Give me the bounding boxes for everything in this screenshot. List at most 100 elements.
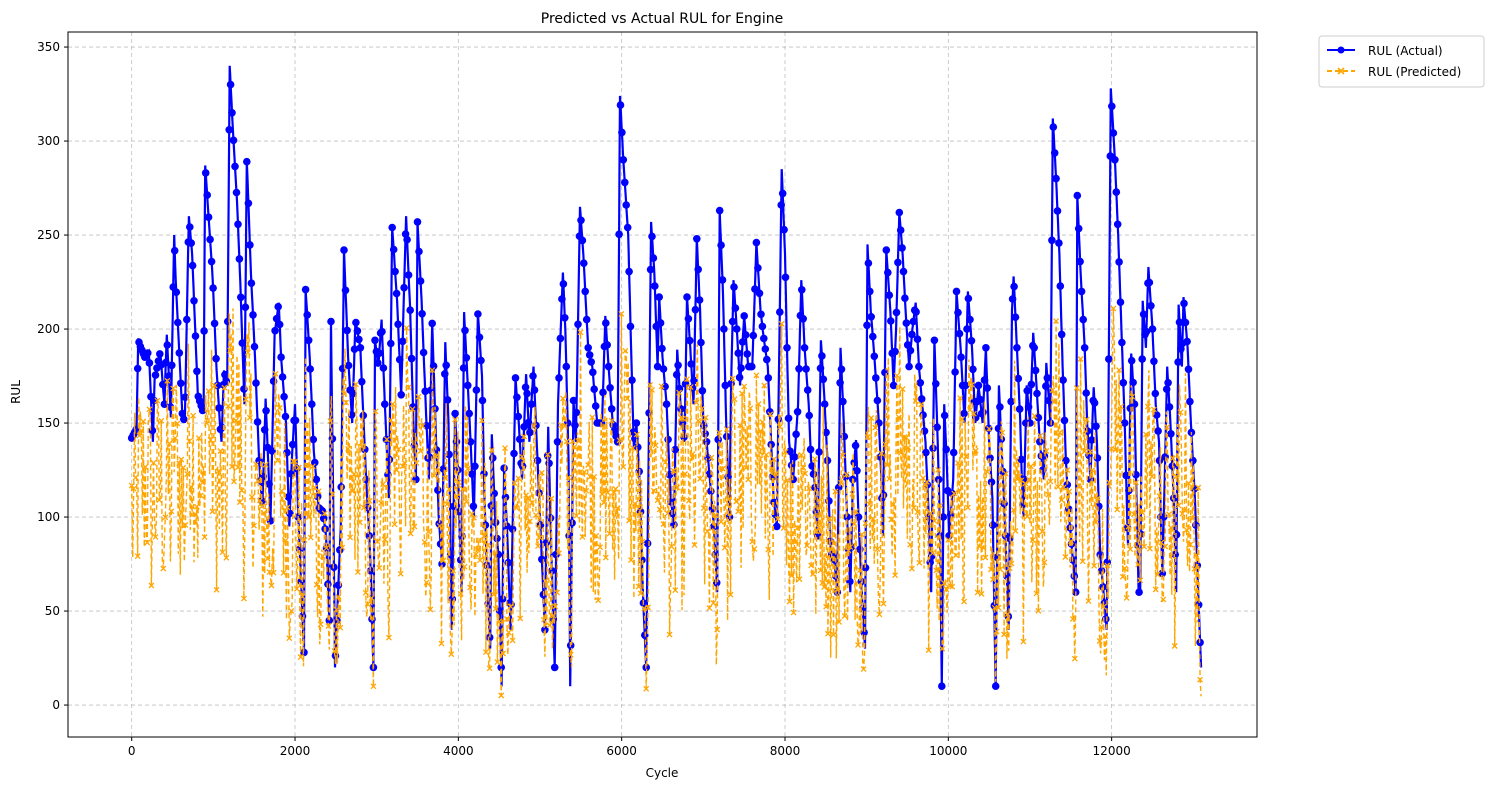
actual-point <box>530 386 539 394</box>
actual-point <box>783 344 791 352</box>
predicted-point <box>236 499 243 506</box>
actual-point <box>662 400 671 409</box>
actual-point <box>585 351 594 359</box>
actual-point <box>1162 385 1171 394</box>
actual-point <box>471 462 479 471</box>
predicted-point <box>432 453 439 460</box>
actual-point <box>761 345 770 353</box>
actual-point <box>1033 389 1041 398</box>
actual-point <box>853 467 861 475</box>
actual-point <box>749 331 758 340</box>
actual-point <box>584 344 592 352</box>
actual-point <box>175 349 184 357</box>
actual-point <box>790 453 799 461</box>
actual-point <box>249 311 257 319</box>
predicted-point <box>1137 577 1144 584</box>
predicted-point <box>937 502 944 509</box>
predicted-point <box>674 484 681 491</box>
predicted-point <box>1060 484 1067 491</box>
actual-point <box>1034 413 1043 422</box>
actual-point <box>960 409 968 418</box>
actual-point <box>867 313 875 321</box>
predicted-point <box>583 487 590 494</box>
predicted-point <box>616 437 623 444</box>
predicted-point <box>201 534 208 541</box>
predicted-point <box>184 471 191 477</box>
predicted-point <box>729 375 736 382</box>
actual-point <box>1073 191 1082 200</box>
actual-point <box>265 480 273 488</box>
predicted-point <box>345 445 352 452</box>
actual-point <box>1105 355 1113 363</box>
predicted-point <box>595 597 602 604</box>
actual-point <box>743 350 751 358</box>
actual-point <box>228 109 236 117</box>
predicted-point <box>474 547 481 553</box>
actual-point <box>889 381 898 390</box>
predicted-point <box>190 412 197 419</box>
predicted-point <box>1171 643 1178 649</box>
actual-point <box>599 388 607 397</box>
predicted-point <box>931 517 938 524</box>
actual-point <box>873 396 882 405</box>
predicted-point <box>682 471 688 477</box>
actual-point <box>1059 376 1067 384</box>
actual-point <box>395 355 404 364</box>
predicted-point <box>481 533 487 539</box>
predicted-point <box>484 542 491 549</box>
actual-point <box>341 286 350 295</box>
actual-point <box>933 423 941 432</box>
actual-point <box>691 305 700 314</box>
actual-point <box>398 337 407 346</box>
predicted-point <box>912 397 919 404</box>
predicted-point <box>221 384 228 391</box>
predicted-point <box>1127 546 1134 553</box>
actual-point <box>619 156 628 164</box>
predicted-point <box>851 521 858 528</box>
predicted-point <box>1129 393 1136 400</box>
predicted-point <box>362 589 369 596</box>
predicted-point <box>538 469 545 476</box>
predicted-point <box>847 543 854 550</box>
predicted-point <box>905 444 912 451</box>
actual-point <box>250 342 259 351</box>
predicted-point <box>1037 432 1044 439</box>
predicted-point <box>207 436 214 443</box>
predicted-point <box>739 390 746 397</box>
actual-point <box>1183 337 1191 346</box>
predicted-point <box>148 582 155 589</box>
actual-point <box>963 325 971 333</box>
actual-point <box>777 201 785 209</box>
predicted-point <box>693 399 700 406</box>
predicted-point <box>419 422 426 429</box>
predicted-point <box>1083 416 1090 423</box>
predicted-point <box>417 448 424 454</box>
actual-point <box>961 381 970 390</box>
actual-point <box>163 341 172 349</box>
actual-point <box>966 315 974 324</box>
actual-point <box>1118 338 1126 347</box>
predicted-point <box>446 486 453 493</box>
actual-point <box>1184 365 1193 374</box>
actual-point <box>1010 282 1018 291</box>
predicted-point <box>806 485 813 492</box>
predicted-point <box>542 577 549 584</box>
predicted-point <box>652 442 659 449</box>
actual-point <box>1171 550 1179 559</box>
predicted-point <box>455 479 462 486</box>
actual-point <box>277 353 285 362</box>
predicted-point <box>182 521 189 528</box>
predicted-point <box>233 417 239 424</box>
predicted-point <box>567 651 574 658</box>
predicted-point <box>620 463 627 470</box>
actual-point <box>1079 315 1087 324</box>
predicted-point <box>628 557 634 564</box>
actual-point <box>421 387 430 396</box>
actual-point <box>1082 389 1090 397</box>
actual-point <box>1165 403 1174 411</box>
actual-point <box>1129 378 1137 387</box>
predicted-point <box>884 462 891 468</box>
actual-point <box>798 286 806 294</box>
predicted-point <box>1064 467 1071 473</box>
actual-point <box>1138 355 1146 363</box>
